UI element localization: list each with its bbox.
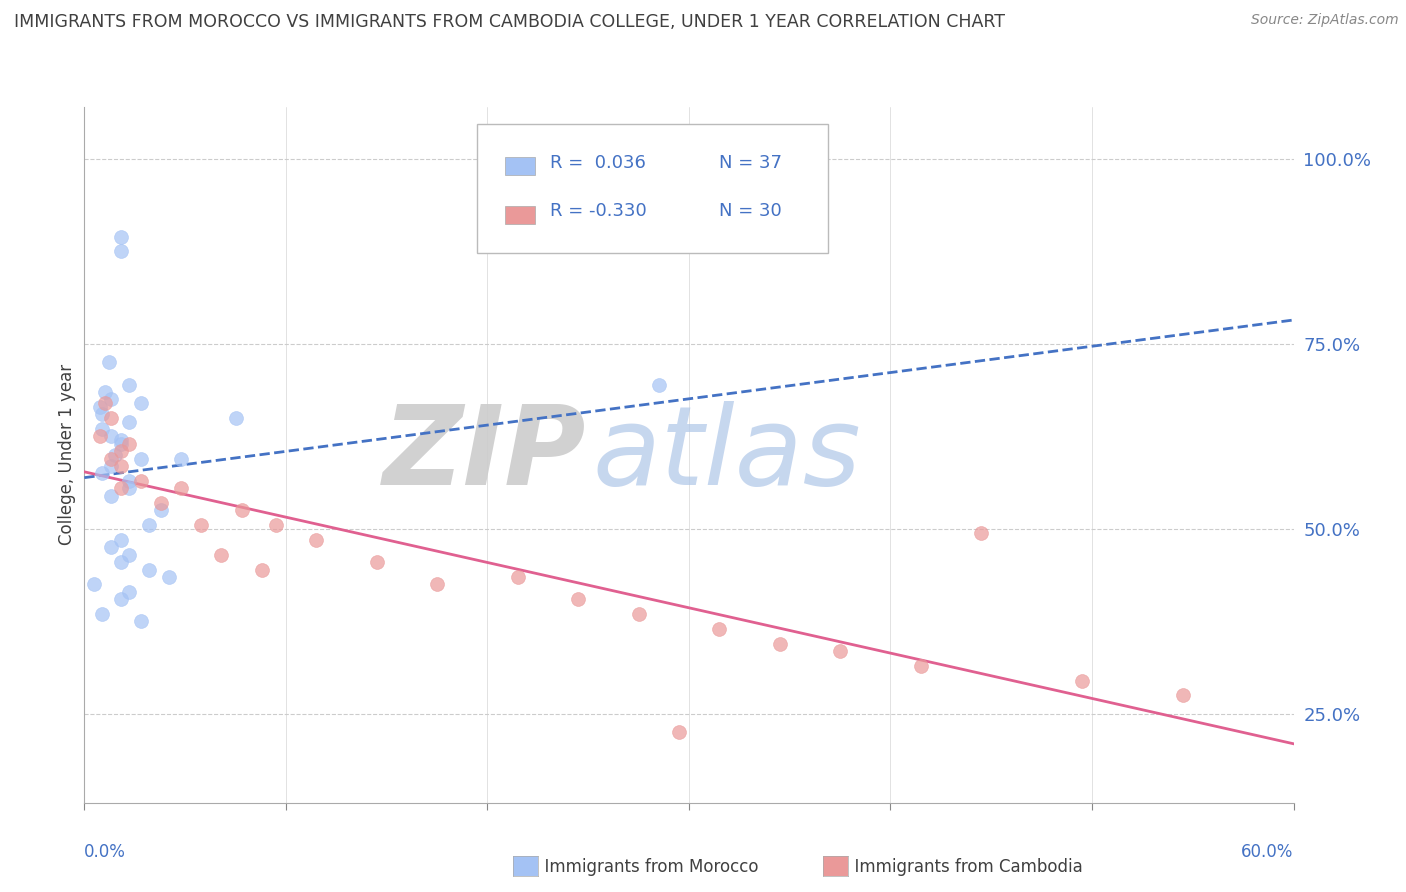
FancyBboxPatch shape bbox=[505, 206, 536, 224]
Point bbox=[118, 415, 141, 429]
Text: ZIP: ZIP bbox=[382, 401, 586, 508]
Text: IMMIGRANTS FROM MOROCCO VS IMMIGRANTS FROM CAMBODIA COLLEGE, UNDER 1 YEAR CORREL: IMMIGRANTS FROM MOROCCO VS IMMIGRANTS FR… bbox=[14, 13, 1005, 31]
Point bbox=[110, 229, 132, 244]
Point bbox=[250, 563, 273, 577]
Point bbox=[149, 503, 172, 517]
Point bbox=[231, 503, 253, 517]
Point bbox=[1071, 673, 1094, 688]
Point bbox=[264, 518, 287, 533]
FancyBboxPatch shape bbox=[478, 125, 828, 253]
Point bbox=[110, 555, 132, 569]
Point bbox=[118, 548, 141, 562]
Point bbox=[506, 570, 529, 584]
Point bbox=[567, 592, 589, 607]
Point bbox=[709, 622, 731, 636]
Point bbox=[129, 451, 152, 466]
Text: 0.0%: 0.0% bbox=[84, 843, 127, 861]
Y-axis label: College, Under 1 year: College, Under 1 year bbox=[58, 364, 76, 546]
Text: 60.0%: 60.0% bbox=[1241, 843, 1294, 861]
Point bbox=[110, 244, 132, 259]
Text: Source: ZipAtlas.com: Source: ZipAtlas.com bbox=[1251, 13, 1399, 28]
Point bbox=[110, 592, 132, 607]
Point bbox=[170, 451, 193, 466]
Point bbox=[104, 448, 127, 462]
Point bbox=[305, 533, 328, 547]
Point bbox=[110, 444, 132, 458]
Point bbox=[129, 615, 152, 629]
Text: N = 30: N = 30 bbox=[720, 202, 782, 220]
Point bbox=[149, 496, 172, 510]
Point bbox=[647, 377, 671, 392]
Point bbox=[118, 474, 141, 488]
Point bbox=[668, 725, 690, 739]
Point bbox=[627, 607, 650, 621]
Point bbox=[129, 474, 152, 488]
Point bbox=[93, 396, 115, 410]
Point bbox=[100, 392, 122, 407]
Point bbox=[97, 355, 120, 369]
Point bbox=[138, 563, 160, 577]
FancyBboxPatch shape bbox=[505, 158, 536, 175]
Point bbox=[830, 644, 852, 658]
Point bbox=[100, 541, 122, 555]
Point bbox=[89, 400, 111, 414]
Point bbox=[100, 458, 122, 473]
Point bbox=[110, 533, 132, 547]
Point bbox=[91, 422, 114, 436]
Point bbox=[83, 577, 105, 591]
Point bbox=[100, 489, 122, 503]
Point bbox=[110, 458, 132, 473]
Point bbox=[157, 570, 180, 584]
Point bbox=[91, 407, 114, 421]
Point bbox=[1171, 689, 1194, 703]
Point bbox=[170, 481, 193, 495]
Point bbox=[91, 607, 114, 621]
Point bbox=[110, 437, 132, 451]
Point bbox=[910, 658, 932, 673]
Point bbox=[138, 518, 160, 533]
Text: R = -0.330: R = -0.330 bbox=[550, 202, 647, 220]
Point bbox=[129, 396, 152, 410]
Point bbox=[118, 437, 141, 451]
Point bbox=[93, 384, 115, 399]
Point bbox=[118, 377, 141, 392]
Point bbox=[91, 467, 114, 481]
Text: R =  0.036: R = 0.036 bbox=[550, 153, 645, 171]
Point bbox=[100, 429, 122, 443]
Point bbox=[100, 451, 122, 466]
Point bbox=[89, 429, 111, 443]
Text: Immigrants from Cambodia: Immigrants from Cambodia bbox=[844, 858, 1083, 876]
Text: N = 37: N = 37 bbox=[720, 153, 782, 171]
Point bbox=[225, 411, 247, 425]
Text: atlas: atlas bbox=[592, 401, 860, 508]
Point bbox=[769, 637, 792, 651]
Point bbox=[110, 481, 132, 495]
Point bbox=[100, 411, 122, 425]
Point bbox=[118, 585, 141, 599]
Point bbox=[426, 577, 449, 591]
Text: Immigrants from Morocco: Immigrants from Morocco bbox=[534, 858, 759, 876]
Point bbox=[110, 433, 132, 447]
Point bbox=[366, 555, 388, 569]
Point bbox=[118, 481, 141, 495]
Point bbox=[209, 548, 232, 562]
Point bbox=[970, 525, 993, 540]
Point bbox=[190, 518, 212, 533]
